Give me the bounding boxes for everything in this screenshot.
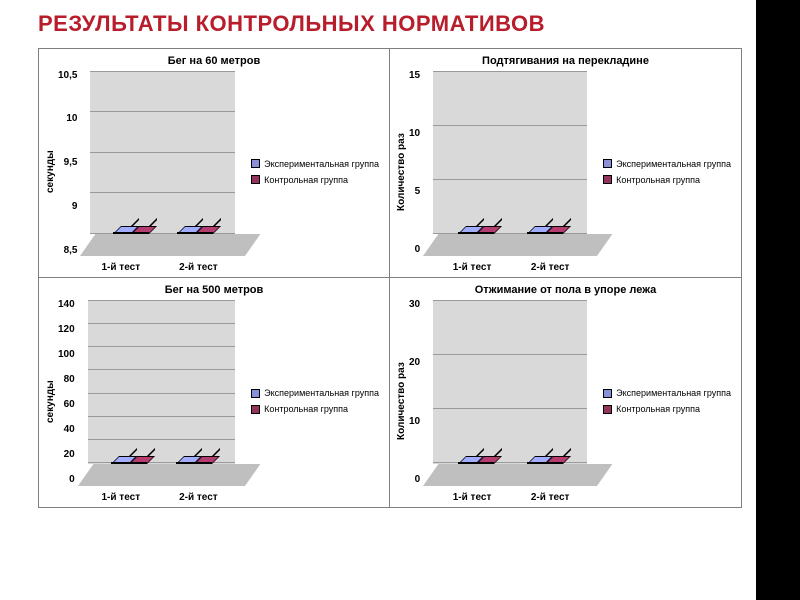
y-tick: 0 (69, 475, 75, 485)
y-tick: 10 (409, 129, 420, 139)
accent-bar (756, 0, 800, 600)
y-tick: 10,5 (58, 71, 77, 81)
y-tick: 15 (409, 71, 420, 81)
y-tick: 30 (409, 300, 420, 310)
x-tick: 1-й тест (453, 262, 492, 273)
page-title: РЕЗУЛЬТАТЫ КОНТРОЛЬНЫХ НОРМАТИВОВ (38, 10, 746, 38)
y-ticks: 30 20 10 0 (409, 300, 423, 486)
legend-item: Контрольная группа (603, 175, 731, 185)
legend: Экспериментальная группа Контрольная груп… (597, 300, 737, 503)
legend-label: Экспериментальная группа (264, 159, 379, 169)
page: РЕЗУЛЬТАТЫ КОНТРОЛЬНЫХ НОРМАТИВОВ Бег на… (0, 0, 800, 508)
plot-area: 10,5 10 9,5 9 8,5 (58, 71, 245, 256)
legend-swatch (251, 175, 260, 184)
plot-area: 15 10 5 0 (409, 71, 597, 256)
chart-body: Количество раз15 10 5 0 1-й тест 2-й тест Эксп… (394, 71, 737, 273)
legend-label: Контрольная группа (616, 404, 700, 414)
chart-panel: Отжимание от пола в упоре лежа Количество… (390, 278, 741, 507)
chart-title: Отжимание от пола в упоре лежа (475, 284, 657, 296)
legend-item: Контрольная группа (251, 404, 379, 414)
legend-swatch (251, 389, 260, 398)
chart-body: Количество раз30 20 10 0 1-й тест 2-й тест Экс… (394, 300, 737, 503)
legend-label: Контрольная группа (616, 175, 700, 185)
y-axis-label: секунды (43, 300, 58, 503)
legend-swatch (603, 389, 612, 398)
x-ticks: 1-й тест 2-й тест (58, 486, 245, 503)
legend-swatch (251, 405, 260, 414)
legend-label: Контрольная группа (264, 175, 348, 185)
legend-label: Экспериментальная группа (264, 388, 379, 398)
chart-panel: Бег на 500 метров секунды140 120 100 80 60 40 2… (39, 278, 390, 507)
legend-label: Контрольная группа (264, 404, 348, 414)
chart-canvas (423, 71, 597, 256)
y-ticks: 15 10 5 0 (409, 71, 423, 256)
chart-title: Бег на 500 метров (165, 284, 264, 296)
legend-item: Контрольная группа (603, 404, 731, 414)
x-ticks: 1-й тест 2-й тест (409, 256, 597, 273)
chart-grid: Бег на 60 метровсекунды10,5109,598,51-й … (38, 48, 742, 508)
y-tick: 100 (58, 350, 75, 360)
y-axis-label: Количество раз (394, 300, 409, 503)
y-tick: 120 (58, 325, 75, 335)
legend-item: Экспериментальная группа (251, 159, 379, 169)
chart-panel: Бег на 60 метровсекунды10,5109,598,51-й … (39, 49, 390, 278)
y-axis-label: секунды (43, 71, 58, 273)
plot-area: 30 20 10 0 (409, 300, 597, 486)
chart-title: Подтягивания на перекладине (482, 55, 649, 67)
chart-title: Бег на 60 метров (168, 55, 260, 67)
y-tick: 20 (409, 358, 420, 368)
legend: Экспериментальная группа Контрольная груп… (245, 71, 385, 273)
y-axis-label: Количество раз (394, 71, 409, 273)
legend-swatch (251, 159, 260, 168)
x-tick: 2-й тест (179, 492, 218, 503)
legend: Экспериментальная группа Контрольная груп… (597, 71, 737, 273)
y-ticks: 10,5 10 9,5 9 8,5 (58, 71, 80, 256)
legend-item: Экспериментальная группа (603, 159, 731, 169)
chart-canvas (78, 300, 245, 486)
y-tick: 40 (64, 425, 75, 435)
legend-swatch (603, 159, 612, 168)
x-tick: 2-й тест (531, 492, 570, 503)
chart-panel: Подтягивания на перекладине Количество ра… (390, 49, 741, 278)
x-tick: 1-й тест (101, 262, 140, 273)
x-tick: 1-й тест (453, 492, 492, 503)
plot-area: 140 120 100 80 60 40 20 0 (58, 300, 245, 486)
x-tick: 2-й тест (179, 262, 218, 273)
legend-item: Экспериментальная группа (603, 388, 731, 398)
chart-canvas (80, 71, 245, 256)
x-tick: 2-й тест (531, 262, 570, 273)
y-tick: 9,5 (64, 158, 78, 168)
y-tick: 5 (415, 187, 421, 197)
legend-label: Экспериментальная группа (616, 388, 731, 398)
y-tick: 140 (58, 300, 75, 310)
x-tick: 1-й тест (101, 492, 140, 503)
legend-swatch (603, 405, 612, 414)
x-ticks: 1-й тест 2-й тест (409, 486, 597, 503)
legend-swatch (603, 175, 612, 184)
y-tick: 8,5 (64, 246, 78, 256)
y-tick: 80 (64, 375, 75, 385)
y-tick: 60 (64, 400, 75, 410)
chart-canvas (423, 300, 597, 486)
y-tick: 0 (415, 245, 421, 255)
y-ticks: 140 120 100 80 60 40 20 0 (58, 300, 78, 486)
legend-item: Экспериментальная группа (251, 388, 379, 398)
y-tick: 20 (64, 450, 75, 460)
chart-body: секунды10,5 10 9,5 9 8,5 1-й тест 2-й тест Эксп… (43, 71, 385, 273)
legend-item: Контрольная группа (251, 175, 379, 185)
chart-body: секунды140 120 100 80 60 40 20 0 1-й тест 2-й тес… (43, 300, 385, 503)
y-tick: 10 (66, 114, 77, 124)
y-tick: 9 (72, 202, 78, 212)
y-tick: 0 (415, 475, 421, 485)
legend: Экспериментальная группа Контрольная груп… (245, 300, 385, 503)
x-ticks: 1-й тест 2-й тест (58, 256, 245, 273)
legend-label: Экспериментальная группа (616, 159, 731, 169)
y-tick: 10 (409, 417, 420, 427)
